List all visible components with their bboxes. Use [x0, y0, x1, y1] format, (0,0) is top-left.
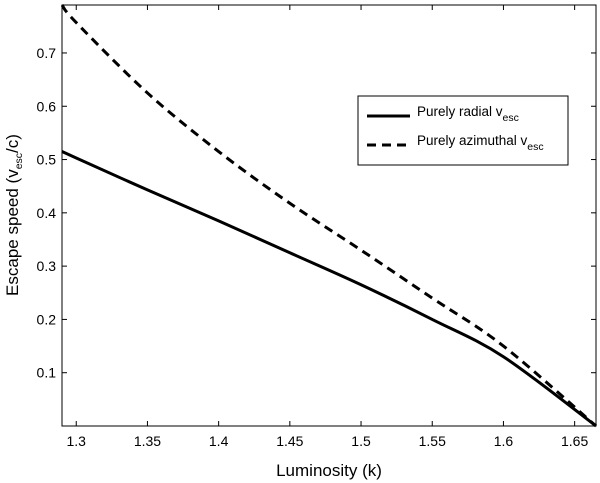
- legend-box: [357, 95, 569, 166]
- y-tick-label: 0.5: [37, 152, 57, 168]
- y-tick-label: 0.2: [37, 311, 57, 327]
- series-line-radial: [61, 150, 597, 428]
- y-tick-label: 0.6: [37, 98, 57, 114]
- x-tick-label: 1.55: [419, 433, 446, 449]
- x-axis-label: Luminosity (k): [276, 461, 382, 480]
- y-axis-label: Escape speed (vesc/c): [3, 134, 25, 296]
- x-tick-label: 1.65: [561, 433, 588, 449]
- y-tick-label: 0.1: [37, 365, 57, 381]
- x-tick-label: 1.5: [351, 433, 371, 449]
- legend-label-radial: Purely radial vesc: [417, 104, 519, 124]
- x-tick-label: 1.4: [209, 433, 229, 449]
- legend: Purely radial vesc Purely azimuthal vesc: [357, 95, 569, 166]
- series-layer: [60, 4, 597, 428]
- x-tick-label: 1.35: [134, 433, 161, 449]
- x-tick-label: 1.6: [494, 433, 514, 449]
- y-tick-label: 0.4: [37, 205, 57, 221]
- axis-ticks: 1.3 1.35 1.4 1.45 1.5 1.55 1.6 1.65 0.1 0.2 0.3 0.4…: [37, 5, 596, 449]
- plot-area: [61, 4, 597, 427]
- legend-label-azimuthal: Purely azimuthal vesc: [417, 133, 544, 153]
- series-line-azimuthal: [60, 4, 597, 428]
- y-tick-label: 0.3: [37, 258, 57, 274]
- y-tick-label: 0.7: [37, 45, 57, 61]
- x-tick-label: 1.3: [67, 433, 87, 449]
- x-tick-label: 1.45: [276, 433, 303, 449]
